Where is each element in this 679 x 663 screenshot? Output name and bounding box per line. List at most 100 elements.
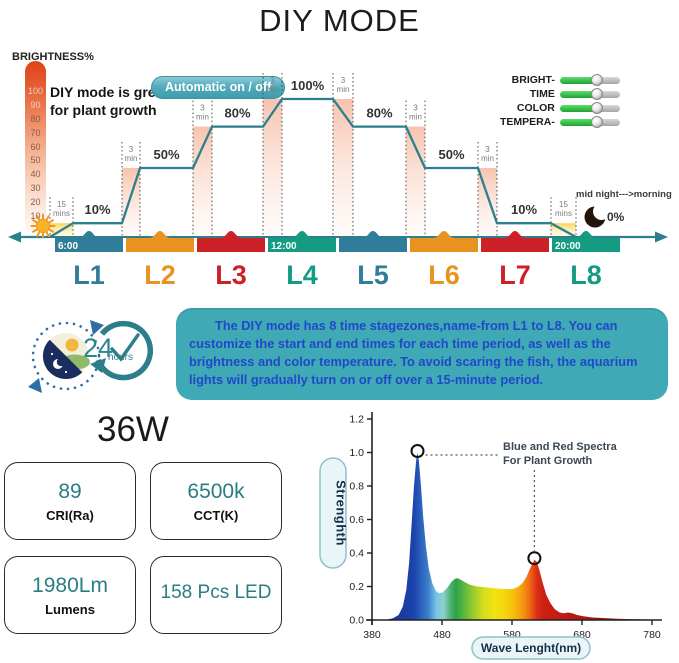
y-tick-label: 0.2 [349,581,364,593]
svg-text:mins: mins [53,209,70,218]
toggle-row-temperature: TEMPERA- [500,115,620,129]
24h-number: 24 [83,333,114,363]
slider-knob[interactable] [590,116,603,128]
svg-text:15: 15 [559,200,568,209]
y-tick-label: 1.0 [349,447,364,459]
spec-cri-label: CRI(Ra) [46,507,94,523]
cycle-arrow-bottom [28,378,42,393]
percent-label: 80% [366,106,392,121]
svg-text:3: 3 [270,76,275,85]
toggle-row-time: TIME [500,87,620,101]
peak-marker [527,551,542,566]
sun-mini-icon [65,338,79,352]
slider-knob[interactable] [590,88,603,100]
y-tick-label: 0.6 [349,514,364,526]
plant-growth-note-line2: for plant growth [50,101,157,118]
ylabel-text: Strenghth [334,480,349,546]
svg-text:3: 3 [485,145,490,154]
svg-text:3: 3 [341,76,346,85]
toggle-slider-brightness[interactable] [559,74,620,86]
svg-text:3: 3 [413,104,418,113]
spectrum-chart: 380 480 580 680 7800.00.20.40.60.81.01.2Blue… [319,412,662,660]
x-tick-label: 380 [363,629,381,641]
toggle-label-temperature: TEMPERA- [500,116,555,128]
sun-icon [30,213,56,239]
x-tick-label: 480 [433,629,451,641]
brightness-tick: 90 [30,99,41,110]
toggle-slider-time[interactable] [559,88,620,100]
percent-label: 50% [438,147,464,162]
toggle-slider-color[interactable] [559,102,620,114]
toggle-label-brightness: BRIGHT- [511,74,555,86]
annotation-line2: For Plant Growth [503,455,593,467]
brightness-tick: 60 [30,141,41,152]
percent-label: 10% [511,202,537,217]
annotation-line1: Blue and Red Spectra [503,441,618,453]
info-text: The DIY mode has 8 time stagezones,name-… [189,318,638,388]
cycle-arrow-top [90,320,104,335]
svg-text:min: min [409,113,422,122]
xlabel-pill [471,636,591,660]
stage-label: L6 [428,260,460,290]
y-tick-label: 0.0 [349,615,364,627]
y-tick-label: 1.2 [349,414,364,426]
spec-led-count-value: 158 Pcs LED [160,582,272,603]
toggle-label-color: COLOR [516,102,555,114]
percent-label: 50% [153,147,179,162]
toggle-row-color: COLOR [500,101,620,115]
svg-text:min: min [125,154,138,163]
brightness-tick: 30 [30,183,41,194]
brightness-tick: 70 [30,127,41,138]
spec-cct: 6500k CCT(K) [150,462,282,540]
brightness-axis-label: BRIGHTNESS% [12,51,94,63]
stage-label: L7 [499,260,531,290]
plant-growth-note-line1: DIY mode is great [50,84,169,100]
midnight-label: mid night--->morning [576,189,672,200]
svg-text:12:00: 12:00 [271,241,297,252]
xlabel-text: Wave Lenght(nm) [481,641,581,655]
clock-hands [110,333,140,362]
toggle-row-brightness: BRIGHT- [500,73,620,87]
svg-text:min: min [266,85,279,94]
toggle-slider-temperature[interactable] [559,116,620,128]
slider-knob[interactable] [590,102,603,114]
dotted-ring [31,321,101,391]
stage-label: L5 [357,260,389,290]
spec-cct-label: CCT(K) [193,507,239,523]
stage-label: L3 [215,260,247,290]
info-box: The DIY mode has 8 time stagezones,name-… [176,308,668,400]
moon-icon: 0% [584,203,625,228]
spec-cct-value: 6500k [187,479,245,503]
svg-text:20:00: 20:00 [555,241,581,252]
spec-cri-value: 89 [58,479,82,503]
spec-led-count: 158 Pcs LED [150,556,282,634]
plant-growth-note: DIY mode is great for plant growth [50,84,168,120]
svg-text:3: 3 [129,145,134,154]
slider-knob[interactable] [590,74,603,86]
day-night-cycle-icon [28,320,104,393]
auto-onoff-badge: Automatic on / off [151,76,286,99]
svg-text:min: min [337,85,350,94]
brightness-scale-bar: 100 90 80 70 60 50 40 30 20 10 [25,61,46,235]
percent-label: 100% [291,78,325,93]
diy-step-chart: 15mins3min3min3min3min3min3min15mins6:00… [8,73,672,290]
svg-text:min: min [196,113,209,122]
svg-text:6:00: 6:00 [58,241,78,252]
y-tick-label: 0.8 [349,481,364,493]
spec-lumens-value: 1980Lm [32,573,108,597]
brightness-tick: 50 [30,155,41,166]
x-tick-label: 780 [643,629,661,641]
y-tick-label: 0.4 [349,548,364,560]
clock-ring [95,320,153,381]
24h-clock-icon [90,320,153,381]
clock-arrow [90,358,106,373]
spec-grid: 89 CRI(Ra) 6500k CCT(K) 1980Lm Lumens 15… [4,462,284,634]
stage-label: L2 [144,260,176,290]
stage-label: L1 [73,260,105,290]
peak-marker [410,444,425,458]
feature-toggles: BRIGHT- TIME COLOR TEMPERA- [500,73,620,129]
wattage: 36W [97,410,169,449]
stage-label: L4 [286,260,318,290]
spectrum-area [372,452,652,620]
